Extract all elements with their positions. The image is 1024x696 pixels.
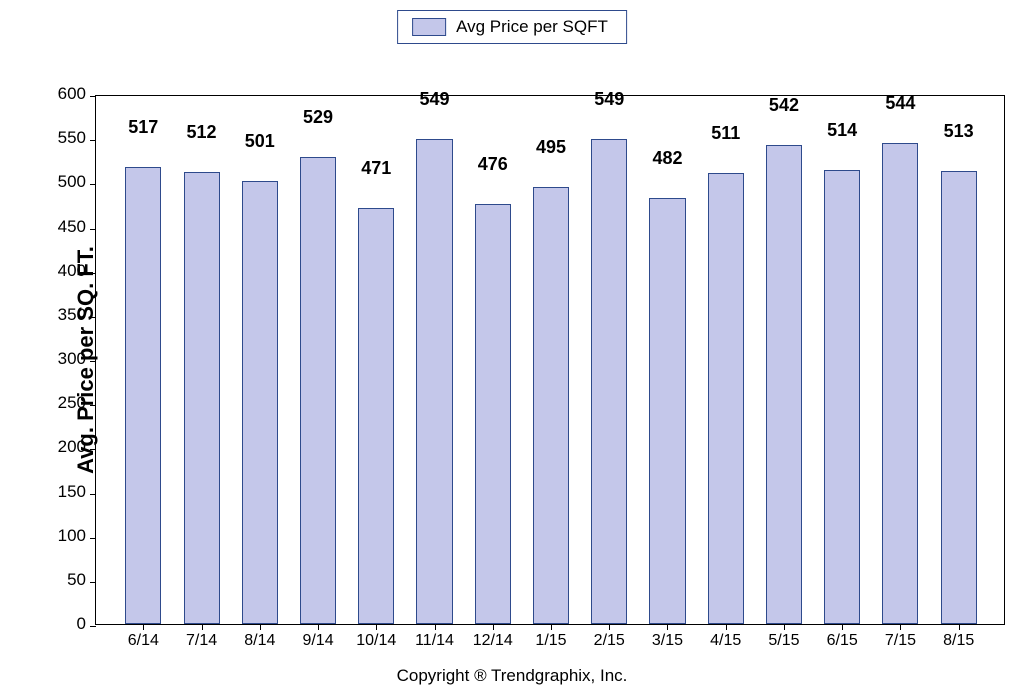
bar bbox=[300, 157, 336, 624]
bar-value-label: 495 bbox=[536, 137, 566, 162]
y-tick-mark bbox=[90, 626, 96, 627]
y-tick-mark bbox=[90, 361, 96, 362]
y-tick-label: 50 bbox=[46, 570, 96, 590]
y-tick-label: 350 bbox=[46, 305, 96, 325]
y-tick-mark bbox=[90, 494, 96, 495]
y-tick-label: 550 bbox=[46, 128, 96, 148]
x-tick-mark bbox=[435, 624, 436, 630]
y-tick-label: 150 bbox=[46, 482, 96, 502]
bar-value-label: 542 bbox=[769, 95, 799, 120]
bar bbox=[941, 171, 977, 624]
legend-label: Avg Price per SQFT bbox=[456, 17, 608, 37]
y-tick-label: 500 bbox=[46, 172, 96, 192]
y-tick-mark bbox=[90, 96, 96, 97]
bar-value-label: 529 bbox=[303, 107, 333, 132]
bar bbox=[708, 173, 744, 624]
y-tick-label: 400 bbox=[46, 261, 96, 281]
y-tick-mark bbox=[90, 538, 96, 539]
plot-area: Avg. Price per SQ. FT. 05010015020025030… bbox=[95, 95, 1005, 625]
x-tick-mark bbox=[959, 624, 960, 630]
x-tick-mark bbox=[318, 624, 319, 630]
chart-container: Avg Price per SQFT Avg. Price per SQ. FT… bbox=[0, 0, 1024, 696]
bar-value-label: 549 bbox=[419, 89, 449, 114]
bar bbox=[649, 198, 685, 624]
bar bbox=[766, 145, 802, 624]
y-tick-mark bbox=[90, 184, 96, 185]
bar-value-label: 501 bbox=[245, 131, 275, 156]
bar bbox=[533, 187, 569, 624]
legend: Avg Price per SQFT bbox=[397, 10, 627, 44]
bar-value-label: 517 bbox=[128, 117, 158, 142]
bar bbox=[125, 167, 161, 624]
y-tick-mark bbox=[90, 582, 96, 583]
bar-value-label: 549 bbox=[594, 89, 624, 114]
x-tick-mark bbox=[609, 624, 610, 630]
y-tick-label: 0 bbox=[46, 614, 96, 634]
x-tick-mark bbox=[667, 624, 668, 630]
bar-value-label: 512 bbox=[187, 122, 217, 147]
y-tick-mark bbox=[90, 405, 96, 406]
bar bbox=[416, 139, 452, 624]
x-tick-mark bbox=[842, 624, 843, 630]
y-tick-mark bbox=[90, 140, 96, 141]
y-tick-label: 250 bbox=[46, 393, 96, 413]
bar-value-label: 513 bbox=[944, 121, 974, 146]
legend-swatch bbox=[412, 18, 446, 36]
y-tick-label: 300 bbox=[46, 349, 96, 369]
y-tick-label: 100 bbox=[46, 526, 96, 546]
x-tick-mark bbox=[493, 624, 494, 630]
y-tick-label: 450 bbox=[46, 217, 96, 237]
bar bbox=[591, 139, 627, 624]
bar bbox=[882, 143, 918, 624]
bar bbox=[358, 208, 394, 624]
y-tick-mark bbox=[90, 273, 96, 274]
x-tick-mark bbox=[202, 624, 203, 630]
y-tick-label: 600 bbox=[46, 84, 96, 104]
bar-value-label: 544 bbox=[885, 93, 915, 118]
y-tick-mark bbox=[90, 317, 96, 318]
bar-value-label: 482 bbox=[652, 148, 682, 173]
y-tick-mark bbox=[90, 449, 96, 450]
bar-value-label: 511 bbox=[711, 123, 740, 148]
x-tick-mark bbox=[900, 624, 901, 630]
x-tick-mark bbox=[551, 624, 552, 630]
bar-value-label: 471 bbox=[361, 158, 391, 183]
copyright-text: Copyright ® Trendgraphix, Inc. bbox=[397, 666, 628, 686]
bar bbox=[242, 181, 278, 624]
x-tick-mark bbox=[143, 624, 144, 630]
x-tick-mark bbox=[784, 624, 785, 630]
bar-value-label: 514 bbox=[827, 120, 857, 145]
x-tick-mark bbox=[376, 624, 377, 630]
x-tick-mark bbox=[260, 624, 261, 630]
y-tick-label: 200 bbox=[46, 437, 96, 457]
bar bbox=[824, 170, 860, 624]
bar-value-label: 476 bbox=[478, 154, 508, 179]
x-tick-mark bbox=[726, 624, 727, 630]
y-tick-mark bbox=[90, 229, 96, 230]
bar bbox=[184, 172, 220, 624]
bar bbox=[475, 204, 511, 624]
